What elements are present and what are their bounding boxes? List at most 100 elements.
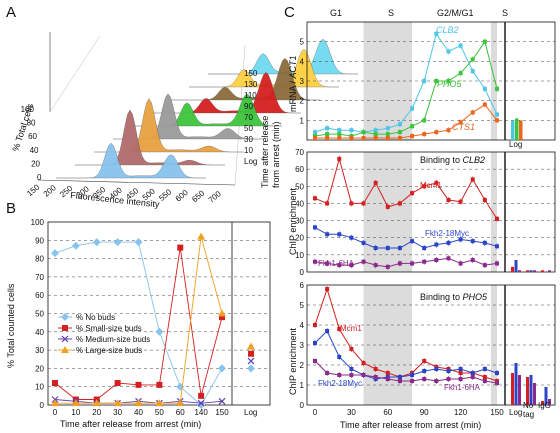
panel-b-log-label: Log <box>244 408 257 417</box>
panel-b-ytick: 90 <box>35 236 44 245</box>
panel-c-mid-point-1 <box>470 239 475 244</box>
panel-c-top-point-2 <box>349 136 354 141</box>
panel-c-top-logbar-2 <box>519 120 523 140</box>
c-mid-label-fkh2: Fkh2-18Myc <box>425 229 469 238</box>
panel-c-mid-point-0 <box>313 196 317 201</box>
panel-c-top-point-2 <box>361 136 366 141</box>
panel-c-bot-line-1 <box>314 330 498 380</box>
panel-b-ytick: 50 <box>35 310 44 319</box>
panel-c-top-point-2 <box>495 118 499 123</box>
panel-b-ytick: 30 <box>35 346 44 355</box>
phase-g1: G1 <box>330 8 342 18</box>
panel-c-top-point-1 <box>446 79 451 83</box>
panel-c-xtick: 30 <box>347 408 356 417</box>
c-bot-ylabel: ChIP enrichment <box>288 328 298 395</box>
panel-b-ytick: 70 <box>35 273 44 282</box>
panel-c-top-line-0 <box>314 32 498 133</box>
panel-c-top-point-2 <box>446 128 451 133</box>
panel-b-point-0 <box>51 249 59 258</box>
panel-c-bot-point-1 <box>470 371 475 375</box>
panel-c-bot-point-1 <box>446 369 451 373</box>
panel-b-log-point-1 <box>248 350 254 357</box>
phase-s2: S <box>502 8 508 18</box>
panel-c-bot-point-0 <box>385 371 390 375</box>
panel-c-mid-logbar <box>518 270 521 272</box>
legend-marker-large <box>61 346 69 353</box>
legend-marker-medium <box>61 335 69 343</box>
panel-a-ztick: 30 <box>244 135 253 144</box>
panel-c-letter: C <box>284 4 295 21</box>
panel-c-top-point-0 <box>397 122 402 127</box>
panel-c-mid-point-2 <box>458 261 463 266</box>
panel-c-bot-ytick: 5 <box>300 301 305 310</box>
c-top-log-label: Log <box>509 140 522 149</box>
panel-c-top-point-1 <box>373 132 378 137</box>
panel-a-ztick: 150 <box>244 69 258 78</box>
panel-a-ztick: Log <box>244 157 257 166</box>
panel-b-point-1 <box>114 380 121 387</box>
panel-c-top-point-0 <box>422 79 427 83</box>
panel-b-letter: B <box>6 200 16 217</box>
panel-c-mid-ytick: 60 <box>295 165 304 174</box>
panel-c-mid-ytick: 10 <box>295 251 304 260</box>
panel-c-mid-ytick: 30 <box>295 217 304 226</box>
panel-c-mid-point-2 <box>410 261 415 266</box>
panel-c-top-point-0 <box>446 49 451 54</box>
panel-c-mid-ytick: 20 <box>295 234 304 243</box>
panel-c-mid-point-0 <box>385 204 390 209</box>
panel-b-ytick: 100 <box>31 218 45 227</box>
panel-a-ytick: 40 <box>30 146 39 155</box>
panel-c-top-point-2 <box>458 120 463 125</box>
panel-c-top-frame <box>306 21 556 141</box>
panel-c-bot-point-2 <box>410 379 415 383</box>
panel-b-point-0 <box>134 238 143 247</box>
panel-a-ytick: 80 <box>27 119 36 128</box>
panel-c-top-point-0 <box>434 31 439 36</box>
panel-c-bot-ytick: 1 <box>300 381 305 390</box>
panel-c-mid-s-phase-shade <box>363 152 413 272</box>
panel-c-mid-point-2 <box>325 261 330 266</box>
c-mid-title: Binding to CLB2 <box>420 155 485 165</box>
panel-c-mid-ytick: 40 <box>295 199 304 208</box>
panel-c-top-point-0 <box>313 130 317 135</box>
panel-b-log-point-3 <box>247 342 255 350</box>
panel-c-top-point-1 <box>422 118 427 123</box>
panel-c-bot-point-1 <box>495 371 499 375</box>
panel-b-point-3 <box>51 399 59 407</box>
panel-c-mid-point-0 <box>325 201 330 206</box>
panel-b-point-0 <box>113 238 122 247</box>
legend-marker-no-buds <box>61 313 69 321</box>
panel-c-bot-point-0 <box>325 287 330 291</box>
c-mid-ylabel: ChIP enrichment <box>288 188 298 255</box>
panel-c-bot-logbar <box>541 401 544 405</box>
panel-c-top-point-1 <box>458 71 463 76</box>
c-xlabel: Time after release from arrest (min) <box>340 420 481 430</box>
panel-c-mid-point-2 <box>470 258 475 262</box>
panel-b-point-3 <box>176 399 185 407</box>
panel-c-top-point-2 <box>482 102 487 107</box>
panel-a-xtick: 150 <box>25 182 41 198</box>
panel-c-bot-point-0 <box>349 347 354 351</box>
panel-c-mid-point-0 <box>337 156 342 161</box>
panel-c-bot-point-1 <box>325 329 330 333</box>
panel-c-bot-logbar <box>533 383 536 405</box>
panel-c-mid-point-2 <box>361 259 366 264</box>
panel-c-top-point-1 <box>397 130 402 135</box>
panel-b-point-1 <box>219 314 225 321</box>
panel-c-bot-ytick: 2 <box>300 361 305 370</box>
panel-c-top-point-1 <box>482 39 487 44</box>
panel-c-top-point-0 <box>495 112 499 117</box>
panel-c-mid-point-0 <box>458 199 463 204</box>
panel-c-bot-point-0 <box>422 359 427 363</box>
panel-c-bot-point-2 <box>458 377 463 381</box>
panel-c-mid-point-0 <box>470 177 475 182</box>
panel-b-ytick: 40 <box>35 328 44 337</box>
panel-b-ytick: 0 <box>40 401 45 410</box>
panel-c-mid-point-1 <box>495 244 499 249</box>
panel-c-bot-point-2 <box>385 377 390 381</box>
panel-c-bot-point-1 <box>422 369 427 373</box>
panel-b-xtick: 40 <box>134 408 143 417</box>
panel-a-letter: A <box>6 4 16 21</box>
panel-c-bot-point-1 <box>313 341 317 345</box>
panel-a-ytick: 100 <box>21 105 35 114</box>
